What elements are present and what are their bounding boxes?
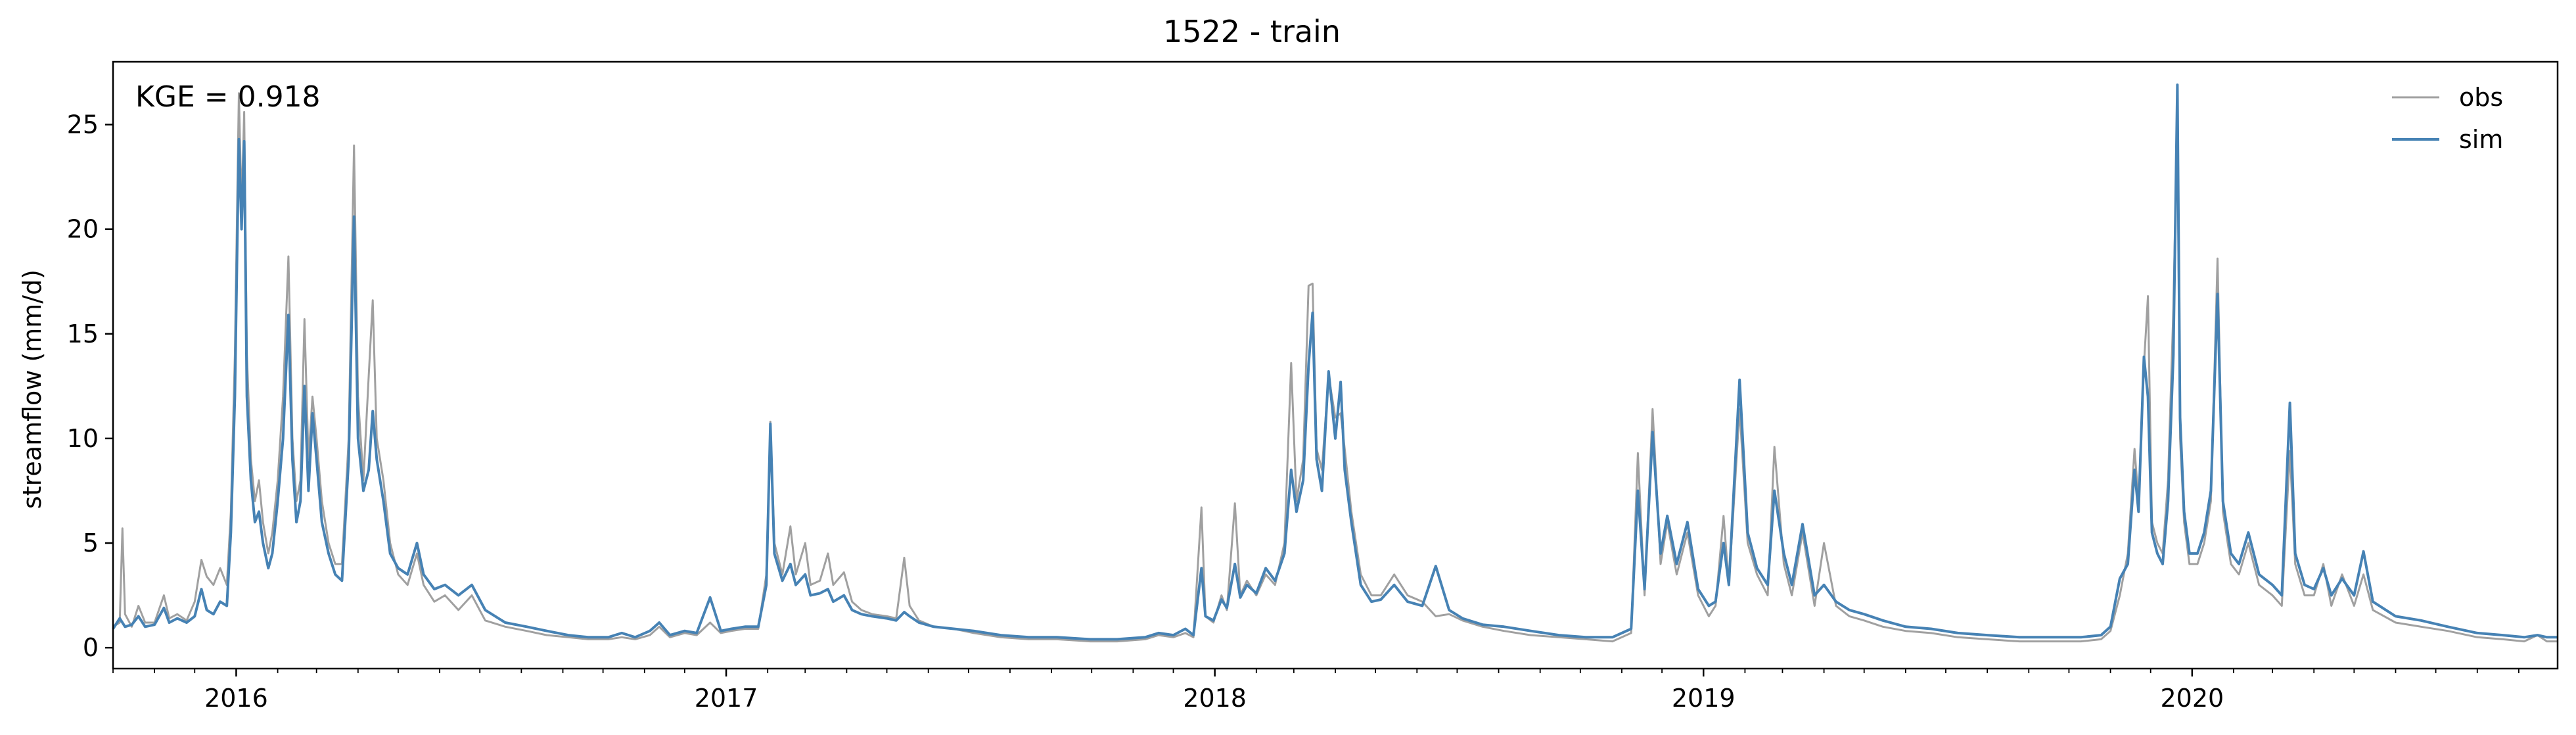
legend: obs sim: [2392, 83, 2503, 154]
y-tick-label: 15: [67, 320, 99, 348]
y-tick-label: 25: [67, 110, 99, 139]
legend-label-obs: obs: [2459, 83, 2503, 112]
kge-annotation: KGE = 0.918: [135, 80, 321, 114]
y-axis-label: streamflow (mm/d): [18, 270, 47, 509]
y-tick-label: 0: [83, 633, 99, 662]
chart-title: 1522 - train: [1163, 14, 1341, 49]
axis-ticks: 0 5 10 15 20 25 2016 2017 2018 2019 2020: [67, 110, 2519, 713]
y-tick-label: 10: [67, 424, 99, 453]
y-tick-label: 5: [83, 529, 99, 557]
x-tick-label: 2017: [695, 684, 758, 713]
legend-label-sim: sim: [2459, 125, 2503, 154]
series-line-obs: [112, 92, 2558, 643]
x-tick-label: 2018: [1183, 684, 1247, 713]
x-tick-label: 2019: [1672, 684, 1736, 713]
plot-frame: [112, 60, 2559, 670]
series-layer: [112, 83, 2558, 643]
series-line-sim: [112, 83, 2558, 641]
x-tick-label: 2016: [204, 684, 268, 713]
y-tick-label: 20: [67, 215, 99, 244]
x-tick-label: 2020: [2160, 684, 2224, 713]
